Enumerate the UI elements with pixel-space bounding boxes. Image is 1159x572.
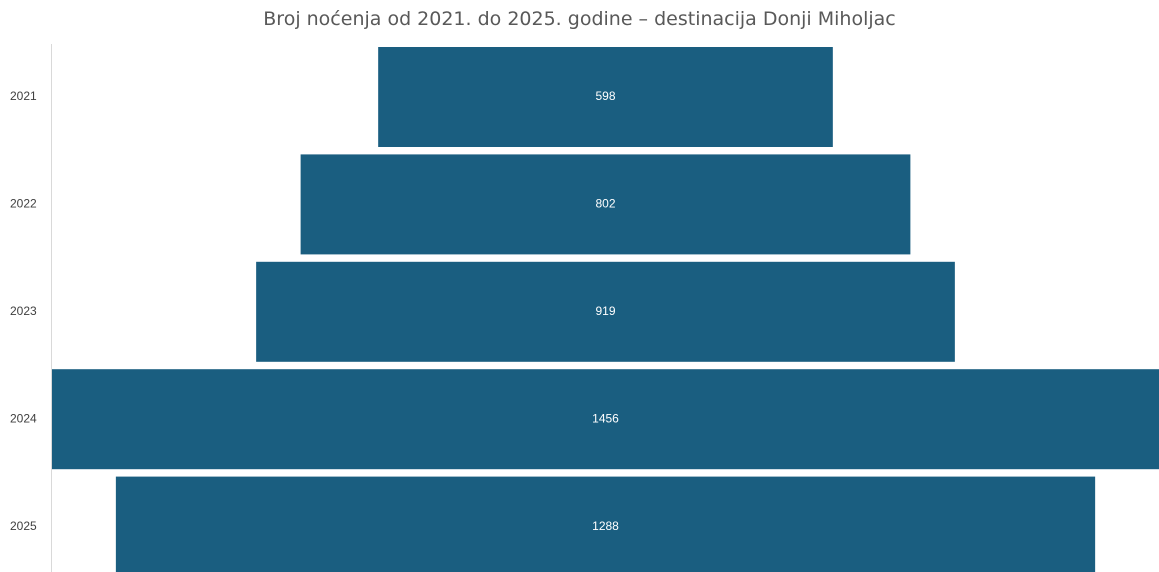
bar-2023 <box>256 261 955 362</box>
bar-2024 <box>52 369 1159 470</box>
chart-title: Broj noćenja od 2021. do 2025. godine – … <box>263 8 896 30</box>
data-label-2021: 598 <box>595 89 615 103</box>
category-labels: 2021 2022 2023 2024 2025 <box>10 89 37 533</box>
data-label-2023: 919 <box>595 304 615 318</box>
bars-group <box>52 47 1159 572</box>
category-label-2023: 2023 <box>10 304 37 318</box>
bar-2022 <box>300 154 911 255</box>
category-label-2025: 2025 <box>10 519 37 533</box>
bar-2021 <box>378 47 833 147</box>
data-labels: 598 802 919 1456 1288 <box>592 89 619 533</box>
bar-2025 <box>115 476 1096 572</box>
data-label-2025: 1288 <box>592 519 619 533</box>
category-label-2022: 2022 <box>10 197 37 211</box>
category-label-2021: 2021 <box>10 89 37 103</box>
data-label-2024: 1456 <box>592 411 619 425</box>
category-label-2024: 2024 <box>10 411 37 425</box>
data-label-2022: 802 <box>595 197 615 211</box>
